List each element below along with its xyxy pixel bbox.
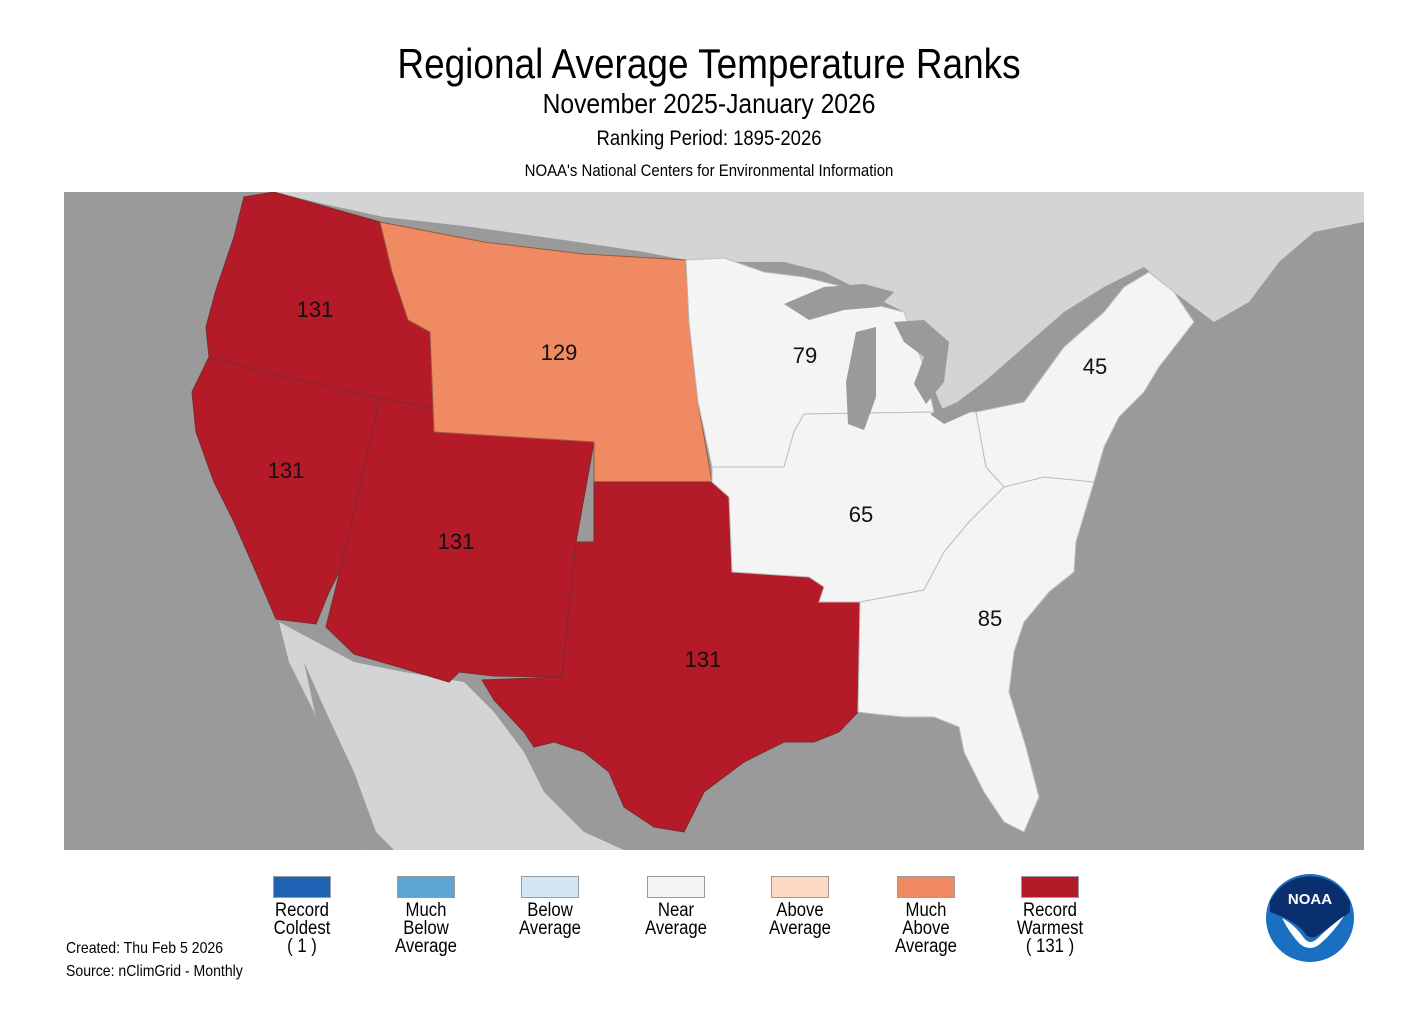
canada-landmass	[274, 192, 1364, 412]
logo-top	[1270, 876, 1350, 938]
legend-item-near: Near Average	[616, 876, 736, 938]
legend-item-record-coldest: Record Coldest ( 1 )	[242, 876, 362, 956]
legend-item-record-warmest: Record Warmest ( 131 )	[990, 876, 1110, 956]
legend-label: Record Coldest ( 1 )	[273, 900, 331, 957]
lake-superior	[784, 284, 894, 320]
lake-huron	[894, 320, 949, 404]
ranking-period: Ranking Period: 1895-2026	[596, 127, 822, 150]
organization-credit: NOAA's National Centers for Environmenta…	[524, 161, 894, 180]
rank-label-south: 131	[685, 647, 722, 672]
map-period: November 2025-January 2026	[542, 88, 876, 119]
legend-label: Above Average	[769, 900, 831, 939]
gulf-of-california	[304, 662, 394, 850]
logo-gull	[1282, 916, 1344, 948]
legend-label: Much Above Average	[895, 900, 957, 957]
legend-label: Below Average	[519, 900, 581, 939]
rank-label-southwest: 131	[438, 529, 475, 554]
legend-swatch	[897, 876, 955, 898]
rank-label-southeast: 85	[978, 606, 1002, 631]
rank-label-northeast: 45	[1083, 354, 1107, 379]
mexico-landmass	[279, 622, 624, 850]
us-regional-map: 131 131 131 129 131 79 65 85 45	[64, 192, 1364, 850]
rank-label-west: 131	[268, 458, 305, 483]
noaa-logo: NOAA	[1266, 874, 1354, 962]
lake-erie	[930, 392, 994, 424]
legend-swatch	[1021, 876, 1079, 898]
legend-swatch	[397, 876, 455, 898]
legend-swatch	[771, 876, 829, 898]
legend-item-much-below: Much Below Average	[366, 876, 486, 956]
rank-label-upper-midwest: 79	[793, 343, 817, 368]
legend-swatch	[521, 876, 579, 898]
rank-label-northwest: 131	[297, 297, 334, 322]
legend-label: Record Warmest ( 131 )	[1016, 900, 1084, 957]
region-northeast[interactable]	[975, 271, 1195, 488]
legend-item-below: Below Average	[490, 876, 610, 938]
legend-label: Near Average	[645, 900, 707, 939]
lake-michigan	[846, 327, 876, 430]
map-title: Regional Average Temperature Ranks	[397, 40, 1021, 87]
data-source: Source: nClimGrid - Monthly	[66, 963, 243, 980]
legend-label: Much Below Average	[395, 900, 457, 957]
legend-item-above: Above Average	[740, 876, 860, 938]
created-date: Created: Thu Feb 5 2026	[66, 940, 224, 957]
rank-label-northern-rockies-plains: 129	[541, 340, 578, 365]
legend-swatch	[273, 876, 331, 898]
lake-ontario	[999, 364, 1044, 384]
logo-text: NOAA	[1288, 891, 1332, 908]
rank-label-ohio-valley: 65	[849, 502, 873, 527]
legend-item-much-above: Much Above Average	[866, 876, 986, 956]
legend-swatch	[647, 876, 705, 898]
